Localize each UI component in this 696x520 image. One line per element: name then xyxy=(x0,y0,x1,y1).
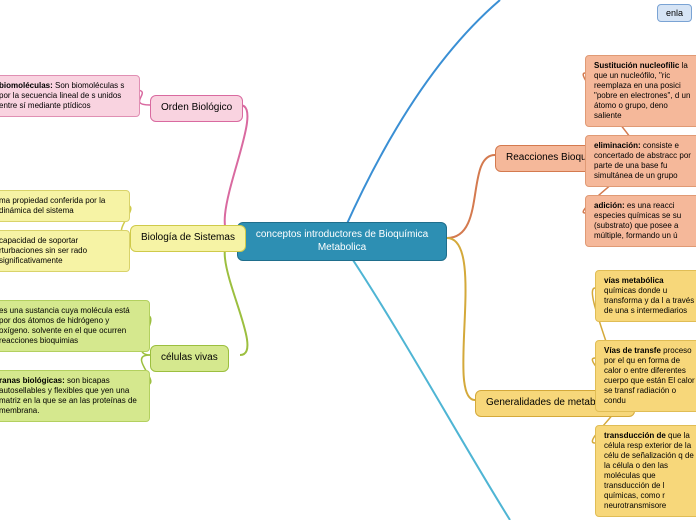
leaf-right-1-1[interactable]: Vías de transfe proceso por el qu en for… xyxy=(595,340,696,412)
leaf-left-1-1[interactable]: capacidad de soportar rturbaciones sin s… xyxy=(0,230,130,272)
leaf-right-0-1[interactable]: eliminación: consiste e concertado de ab… xyxy=(585,135,696,187)
leaf-right-1-2[interactable]: transducción de que la célula resp exter… xyxy=(595,425,696,517)
branch-left-2[interactable]: células vivas xyxy=(150,345,229,372)
leaf-left-2-0[interactable]: es una sustancia cuya molécula está por … xyxy=(0,300,150,352)
leaf-left-2-1[interactable]: ranas biológicas: son bicapas autosellab… xyxy=(0,370,150,422)
leaf-right-0-2[interactable]: adición: es una reacci especies químicas… xyxy=(585,195,696,247)
branch-left-0[interactable]: Orden Biológico xyxy=(150,95,243,122)
leaf-left-1-0[interactable]: ma propiedad conferida por la dinámica d… xyxy=(0,190,130,222)
leaf-left-0-0[interactable]: biomoléculas: Son biomoléculas s por la … xyxy=(0,75,140,117)
leaf-right-1-0[interactable]: vías metabólica químicas donde u transfo… xyxy=(595,270,696,322)
top-link-button[interactable]: enla xyxy=(657,4,692,22)
leaf-right-0-0[interactable]: Sustitución nucleofílic la que un nucleó… xyxy=(585,55,696,127)
mindmap-center[interactable]: conceptos introductores de Bioquímica Me… xyxy=(237,222,447,261)
branch-left-1[interactable]: Biología de Sistemas xyxy=(130,225,246,252)
